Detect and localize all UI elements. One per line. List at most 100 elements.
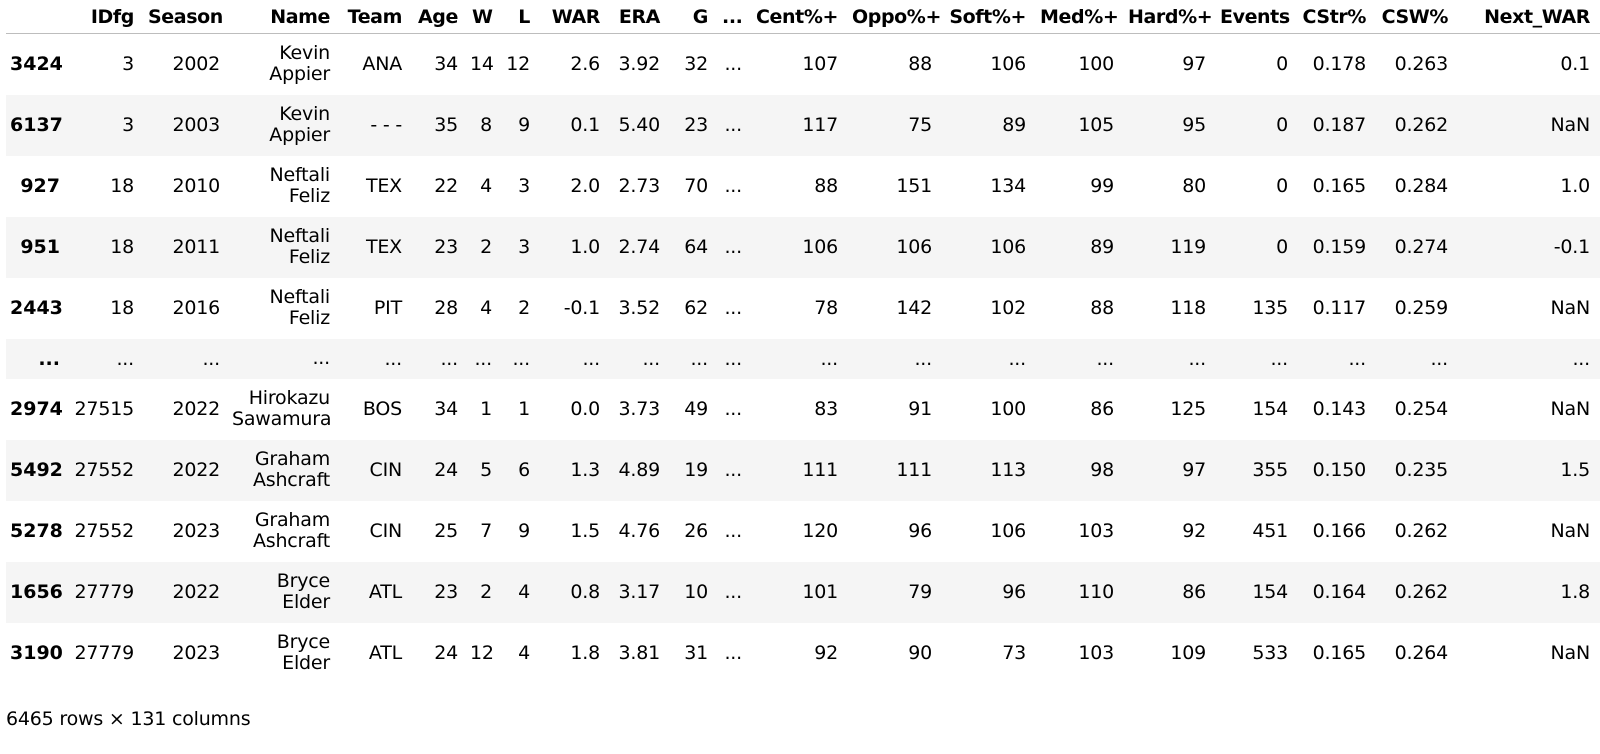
table-cell: 0.254 bbox=[1394, 398, 1449, 420]
table-cell: 86 bbox=[1182, 581, 1206, 603]
table-cell: Neftali Feliz bbox=[269, 225, 330, 268]
table-cell: 0.263 bbox=[1394, 53, 1449, 76]
table-cell: 0.262 bbox=[1394, 581, 1449, 603]
table-cell: 28 bbox=[434, 297, 458, 319]
table-cell: 97 bbox=[1182, 53, 1206, 76]
table-cell: ... bbox=[512, 347, 530, 370]
table-cell: 3.17 bbox=[618, 581, 660, 603]
dataframe-container: IDfg Season Name Team Age W L WAR ERA G... Cent%+ O… bbox=[6, 0, 1600, 684]
table-cell: 105 bbox=[1078, 114, 1114, 136]
column-header: Cent%+ bbox=[752, 0, 848, 34]
table-cell: 89 bbox=[1002, 114, 1026, 136]
table-cell: ... bbox=[1096, 347, 1114, 370]
table-cell: 73 bbox=[1002, 642, 1026, 664]
table-cell: ... bbox=[440, 347, 458, 370]
table-cell: 107 bbox=[802, 53, 838, 76]
table-cell: 1 bbox=[480, 398, 492, 420]
table-cell: 22 bbox=[434, 175, 458, 197]
table-cell: ... bbox=[312, 347, 330, 369]
table-cell: 79 bbox=[908, 581, 932, 603]
table-cell: 2023 bbox=[172, 520, 220, 542]
table-cell: ... bbox=[690, 347, 708, 370]
table-cell: Bryce Elder bbox=[276, 570, 330, 613]
table-cell: ... bbox=[724, 398, 742, 420]
table-cell: 0.164 bbox=[1312, 581, 1367, 603]
table-cell: 32 bbox=[684, 53, 708, 76]
table-cell: 25 bbox=[434, 520, 458, 542]
table-row: 3424 3 2002 Kevin Appier ANA 34 14 12 2.6 3.92 32.… bbox=[6, 34, 1600, 95]
table-cell: ... bbox=[1270, 347, 1288, 370]
table-cell: 0.235 bbox=[1394, 459, 1449, 481]
table-cell: 154 bbox=[1252, 581, 1288, 603]
table-cell: 2011 bbox=[172, 236, 220, 258]
table-cell: ... bbox=[724, 114, 742, 136]
table-cell: 0 bbox=[1276, 114, 1288, 136]
table-cell: 103 bbox=[1078, 642, 1114, 664]
table-row: ........................................… bbox=[6, 338, 1600, 379]
table-cell: 0.165 bbox=[1312, 642, 1367, 664]
column-header: L bbox=[502, 0, 540, 34]
column-header: Events bbox=[1216, 0, 1298, 34]
table-cell: 1.8 bbox=[570, 642, 600, 664]
table-row: 2974 27515 2022 Hirokazu Sawamura BOS 34 1 1 0.0… bbox=[6, 379, 1600, 440]
table-cell: ... bbox=[724, 297, 742, 319]
table-cell: ... bbox=[724, 642, 742, 664]
table-cell: 119 bbox=[1170, 236, 1206, 258]
table-cell: 92 bbox=[1182, 520, 1206, 542]
table-cell: ... bbox=[642, 347, 660, 370]
table-body: 3424 3 2002 Kevin Appier ANA 34 14 12 2.6 3.92 32.… bbox=[6, 34, 1600, 684]
table-cell: 83 bbox=[814, 398, 838, 420]
table-cell: Neftali Feliz bbox=[269, 164, 330, 207]
table-cell: 3.81 bbox=[618, 642, 660, 664]
table-cell: 24 bbox=[434, 459, 458, 481]
table-cell: 2.0 bbox=[570, 175, 600, 197]
table-cell: 1.5 bbox=[1560, 459, 1590, 481]
table-cell: 49 bbox=[684, 398, 708, 420]
column-header: Season bbox=[144, 0, 230, 34]
column-header: G bbox=[670, 0, 718, 34]
table-cell: 134 bbox=[990, 175, 1026, 197]
table-cell: 24 bbox=[434, 642, 458, 664]
table-cell: ... bbox=[474, 347, 492, 370]
row-index: 2443 bbox=[10, 297, 63, 319]
table-cell: ... bbox=[582, 347, 600, 370]
table-cell: NaN bbox=[1550, 114, 1591, 136]
table-cell: 89 bbox=[1090, 236, 1114, 258]
table-cell: CIN bbox=[369, 520, 403, 542]
table-cell: ... bbox=[202, 347, 220, 370]
table-cell: ATL bbox=[368, 642, 402, 664]
table-cell: 120 bbox=[802, 520, 838, 542]
table-cell: ... bbox=[1430, 347, 1448, 370]
row-index: ... bbox=[38, 347, 60, 370]
table-cell: 18 bbox=[110, 175, 134, 197]
table-cell: ... bbox=[116, 347, 134, 370]
table-cell: 23 bbox=[434, 581, 458, 603]
table-cell: 1 bbox=[518, 398, 530, 420]
table-cell: ... bbox=[1348, 347, 1366, 370]
column-header: Age bbox=[412, 0, 468, 34]
table-cell: -0.1 bbox=[563, 297, 600, 319]
table-header: IDfg Season Name Team Age W L WAR ERA G... Cent%+ O… bbox=[6, 0, 1600, 34]
table-cell: 142 bbox=[896, 297, 932, 319]
table-cell: 2022 bbox=[172, 398, 220, 420]
table-cell: TEX bbox=[365, 236, 402, 258]
table-row: 3190 27779 2023 Bryce Elder ATL 24 12 4 1.8 3.81 3… bbox=[6, 623, 1600, 684]
table-cell: 3.92 bbox=[618, 53, 660, 76]
table-cell: 4.76 bbox=[618, 520, 660, 542]
table-cell: Kevin Appier bbox=[269, 103, 330, 146]
table-cell: 12 bbox=[470, 642, 494, 664]
table-cell: 27552 bbox=[74, 459, 135, 481]
table-cell: 2 bbox=[480, 236, 492, 258]
table-cell: 154 bbox=[1252, 398, 1288, 420]
table-cell: 18 bbox=[110, 297, 134, 319]
table-cell: 97 bbox=[1182, 459, 1206, 481]
table-cell: 62 bbox=[684, 297, 708, 319]
table-cell: 117 bbox=[802, 114, 838, 136]
column-header: WAR bbox=[540, 0, 610, 34]
table-cell: 0.1 bbox=[1560, 53, 1590, 76]
table-cell: 109 bbox=[1170, 642, 1206, 664]
table-cell: 3 bbox=[518, 236, 530, 258]
column-header: Hard%+ bbox=[1124, 0, 1216, 34]
table-cell: 88 bbox=[1090, 297, 1114, 319]
table-cell: 111 bbox=[896, 459, 932, 481]
